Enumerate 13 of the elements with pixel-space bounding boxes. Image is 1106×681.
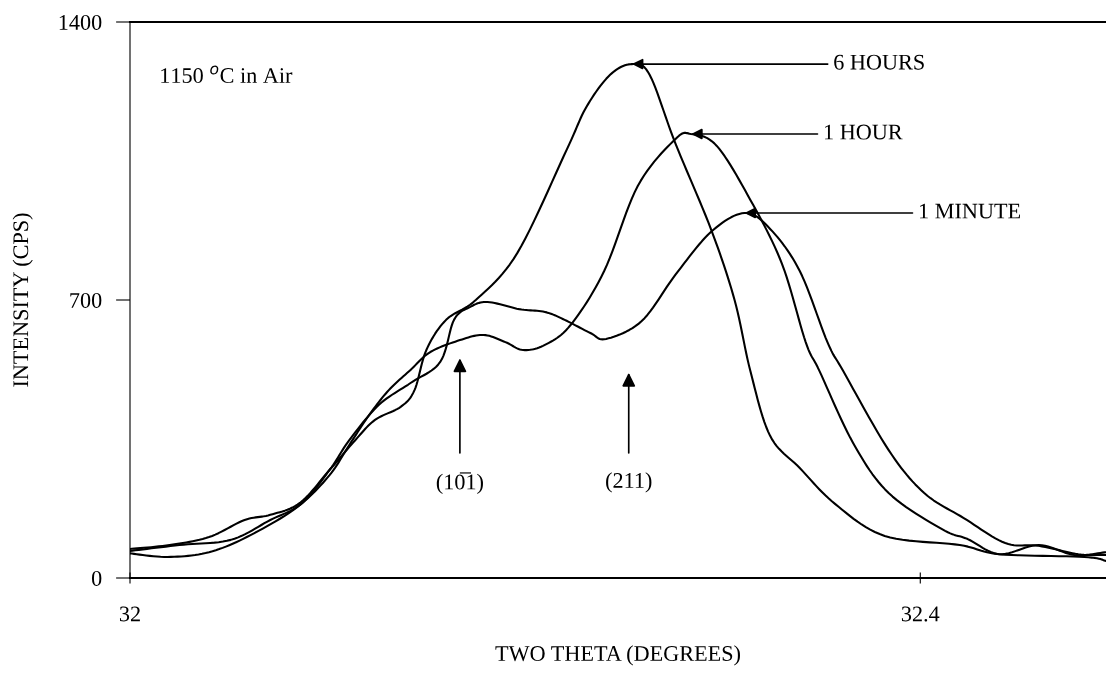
- annotation: 1 HOUR: [825, 124, 903, 140]
- annotation: 1 MINUTE: [920, 203, 1021, 219]
- x-tick-label: 32: [119, 606, 140, 622]
- annotation: 1150 $^{o}$C in Air: [161, 65, 293, 84]
- y-tick-label: 700: [70, 292, 102, 308]
- annotation: (211): [606, 472, 652, 493]
- x-axis-title: TWO THETA (DEGREES): [495, 645, 740, 666]
- annotation: (10̅1): [436, 472, 483, 495]
- x-tick-label: 32.4: [901, 606, 940, 622]
- y-axis-title: INTENSITY (CPS): [12, 213, 33, 387]
- y-tick-label: 1400: [59, 14, 102, 30]
- y-tick-label: 0: [91, 570, 102, 586]
- annotation: 6 HOURS: [834, 54, 924, 70]
